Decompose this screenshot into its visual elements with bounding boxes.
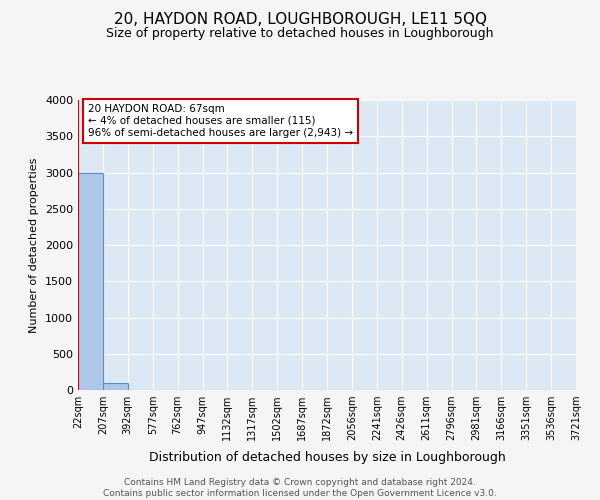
Bar [78,172,103,390]
Text: Contains HM Land Registry data © Crown copyright and database right 2024.
Contai: Contains HM Land Registry data © Crown c… [103,478,497,498]
Text: 20 HAYDON ROAD: 67sqm
← 4% of detached houses are smaller (115)
96% of semi-deta: 20 HAYDON ROAD: 67sqm ← 4% of detached h… [88,104,353,138]
Text: Size of property relative to detached houses in Loughborough: Size of property relative to detached ho… [106,28,494,40]
X-axis label: Distribution of detached houses by size in Loughborough: Distribution of detached houses by size … [149,452,505,464]
Y-axis label: Number of detached properties: Number of detached properties [29,158,40,332]
Text: 20, HAYDON ROAD, LOUGHBOROUGH, LE11 5QQ: 20, HAYDON ROAD, LOUGHBOROUGH, LE11 5QQ [113,12,487,28]
Bar [103,383,128,390]
